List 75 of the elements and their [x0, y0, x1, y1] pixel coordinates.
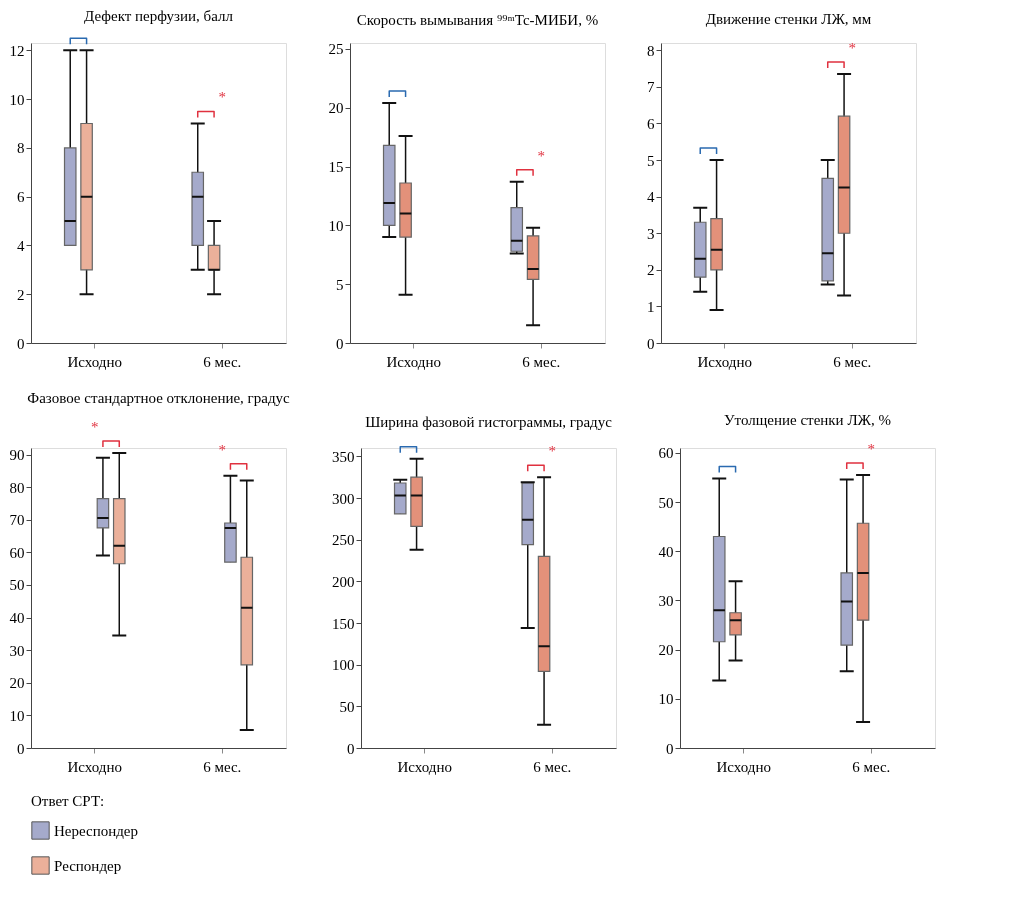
y-tick-label: 8 [647, 42, 655, 59]
y-tick-label: 0 [336, 335, 344, 352]
y-tick-label: 5 [647, 152, 655, 169]
x-tick-label: Исходно [386, 353, 441, 370]
y-tick-label: 0 [17, 740, 25, 757]
x-tick-label: 6 мес. [522, 353, 561, 370]
x-tick-label: Исходно [67, 353, 122, 370]
y-tick-label: 6 [17, 189, 25, 206]
y-tick-label: 60 [658, 445, 674, 462]
chart-title: Скорость вымывания ⁹⁹ᵐTc-МИБИ, % [356, 11, 599, 28]
chart-title: Ширина фазовой гистограммы, градус [365, 414, 613, 431]
y-tick-label: 100 [332, 657, 355, 674]
y-tick-label: 350 [332, 448, 355, 465]
x-tick-label: 6 мес. [852, 758, 891, 775]
legend-title: Ответ СРТ: [31, 793, 105, 809]
y-tick-label: 50 [658, 494, 674, 511]
text: * [91, 418, 99, 435]
annotation: * [867, 441, 875, 458]
y-tick-label: 10 [328, 217, 344, 234]
y-tick-label: 40 [658, 543, 674, 560]
y-tick-label: 30 [658, 592, 674, 609]
x-tick-label: 6 мес. [203, 758, 242, 775]
y-tick-label: 0 [347, 740, 355, 757]
y-tick-label: 150 [332, 615, 355, 632]
annotation: * [848, 40, 856, 57]
y-tick-label: 12 [9, 42, 25, 59]
x-tick-label: Исходно [697, 353, 752, 370]
x-tick-label: 6 мес. [533, 758, 572, 775]
x-tick-label: 6 мес. [833, 353, 872, 370]
y-tick-label: 0 [666, 740, 674, 757]
y-tick-label: 4 [17, 237, 25, 254]
y-tick-label: 5 [336, 276, 344, 293]
annotation: * [218, 89, 226, 106]
y-tick-label: 40 [9, 610, 25, 627]
y-tick-label: 25 [328, 41, 344, 58]
x-tick-label: Исходно [397, 758, 452, 775]
y-tick-label: 90 [9, 447, 25, 464]
x-tick-label: Исходно [716, 758, 771, 775]
y-tick-label: 70 [9, 512, 25, 529]
y-tick-label: 0 [647, 335, 655, 352]
y-tick-label: 250 [332, 532, 355, 549]
y-tick-label: 2 [647, 262, 655, 279]
annotation: * [548, 443, 556, 460]
y-tick-label: 20 [9, 675, 25, 692]
chart-title: Дефект перфузии, балл [84, 7, 234, 24]
y-tick-label: 300 [332, 490, 355, 507]
y-tick-label: 10 [9, 91, 25, 108]
y-tick-label: 10 [9, 707, 25, 724]
y-tick-label: 50 [339, 698, 355, 715]
y-tick-label: 15 [328, 159, 344, 176]
x-tick-label: 6 мес. [203, 353, 242, 370]
y-tick-label: 8 [17, 140, 25, 157]
legend-label: Нереспондер [54, 822, 139, 839]
y-tick-label: 3 [647, 225, 655, 242]
y-tick-label: 60 [9, 544, 25, 561]
x-tick-label: Исходно [67, 758, 122, 775]
y-tick-label: 80 [9, 479, 25, 496]
y-tick-label: 0 [17, 335, 25, 352]
y-tick-label: 200 [332, 573, 355, 590]
chart-title: Движение стенки ЛЖ, мм [705, 11, 872, 28]
y-tick-label: 10 [658, 691, 674, 708]
y-tick-label: 4 [647, 189, 655, 206]
chart-title: Утолщение стенки ЛЖ, % [723, 412, 892, 429]
annotation: * [537, 147, 545, 164]
y-tick-label: 20 [328, 100, 344, 117]
annotation: * [218, 441, 226, 458]
y-tick-label: 7 [647, 79, 655, 96]
y-tick-label: 30 [9, 642, 25, 659]
chart-title: Фазовое стандартное отклонение, градус [27, 389, 291, 406]
y-tick-label: 2 [17, 286, 25, 303]
y-tick-label: 20 [658, 642, 674, 659]
legend-label: Респондер [54, 857, 122, 874]
y-tick-label: 6 [647, 115, 655, 132]
y-tick-label: 50 [9, 577, 25, 594]
y-tick-label: 1 [647, 298, 655, 315]
